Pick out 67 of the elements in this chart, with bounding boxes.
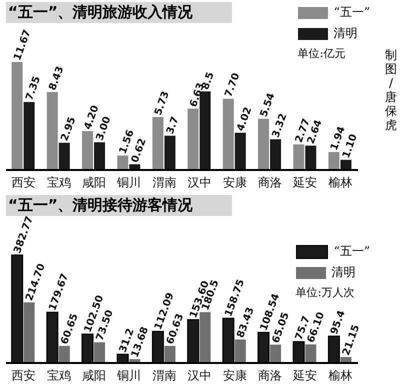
data-label: 1.10 [340, 132, 360, 160]
x-tick-label: 延安 [292, 176, 318, 190]
data-label: 2.95 [59, 116, 78, 143]
data-label: 13.68 [130, 326, 151, 360]
x-tick-label: 榆林 [328, 176, 352, 190]
x-tick-label: 咸阳 [82, 176, 106, 190]
x-tick-label: 汉中 [188, 368, 212, 383]
x-tick-label: 渭南 [152, 176, 176, 190]
x-tick-label: 咸阳 [82, 368, 106, 383]
bar [152, 116, 164, 170]
bar [293, 144, 304, 170]
bar [58, 346, 70, 363]
data-label: 7.35 [24, 74, 43, 102]
legend-label: 清明 [332, 264, 356, 281]
x-tick-label: 商洛 [258, 176, 282, 190]
data-label: 4.02 [235, 106, 254, 133]
x-tick-label: 延安 [292, 368, 318, 383]
bar [234, 339, 246, 363]
x-tick-label: 渭南 [152, 368, 176, 383]
bar [270, 139, 282, 170]
x-tick-label: 商洛 [258, 368, 282, 383]
data-label: 7.70 [223, 72, 242, 99]
data-label: 5.73 [152, 90, 172, 117]
legend-label: 清明 [334, 25, 358, 42]
bar [24, 102, 35, 170]
x-tick-label: 宝鸡 [46, 368, 71, 383]
data-label: 0.62 [130, 137, 149, 164]
data-label: 3.7 [164, 115, 182, 136]
bar [234, 132, 246, 170]
text: 制图/唐保虎 [384, 48, 398, 132]
x-tick-label: 宝鸡 [46, 176, 71, 190]
data-label: 2.64 [306, 118, 325, 146]
x-tick-label: 西安 [12, 176, 36, 190]
legend-label: “五一” [334, 243, 370, 260]
bar [328, 152, 340, 170]
data-label: 60.65 [59, 312, 81, 346]
chart-title: “五一”、清明接待游客情况 [6, 195, 232, 216]
x-tick-label: 汉中 [188, 176, 212, 190]
x-tick-label: 安康 [222, 368, 247, 383]
text: 单位:亿元 [298, 46, 346, 61]
data-label: 11.67 [12, 28, 34, 62]
bar [82, 131, 94, 170]
x-tick-label: 榆林 [328, 368, 352, 383]
x-tick-label: 西安 [12, 368, 36, 383]
bar [305, 344, 316, 363]
bar [58, 142, 70, 170]
bar [117, 156, 128, 170]
bar [94, 142, 106, 170]
bar [305, 146, 316, 170]
bar [164, 346, 176, 363]
bar [12, 62, 23, 170]
annotation: 单位:万人次 [296, 285, 356, 300]
bar [222, 98, 234, 170]
data-label: 3.00 [94, 115, 114, 142]
bar [258, 118, 270, 170]
data-label: 8.43 [47, 64, 66, 92]
legend-label: “五一” [334, 4, 370, 21]
x-tick-label: 铜川 [116, 176, 142, 190]
bar [188, 108, 199, 170]
x-tick-label: 安康 [222, 176, 247, 190]
bar [24, 302, 35, 363]
bar [270, 344, 282, 363]
bar [164, 136, 176, 170]
bar [46, 92, 58, 170]
bar [94, 342, 106, 363]
chart-title: “五一”、清明旅游收入情况 [6, 2, 232, 23]
x-tick-label: 铜川 [116, 368, 142, 383]
